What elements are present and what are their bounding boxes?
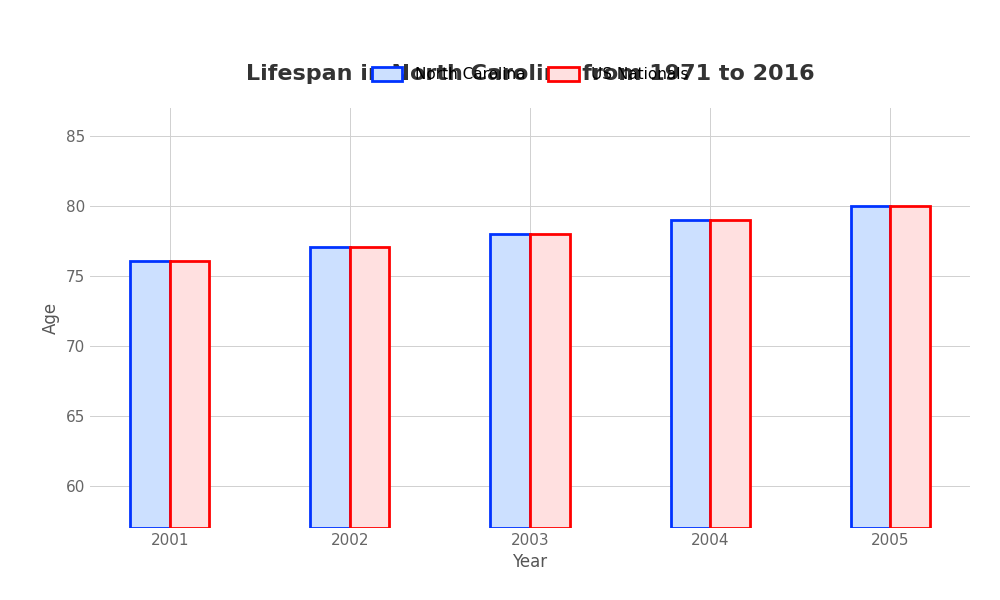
Y-axis label: Age: Age — [42, 302, 60, 334]
Bar — [710, 220, 750, 528]
Title: Lifespan in North Carolina from 1971 to 2016: Lifespan in North Carolina from 1971 to … — [246, 64, 814, 84]
Legend: North Carolina, US Nationals: North Carolina, US Nationals — [366, 61, 694, 88]
Bar — [890, 206, 930, 528]
X-axis label: Year: Year — [512, 553, 548, 571]
Bar — [851, 206, 890, 528]
Bar — [490, 234, 530, 528]
Bar — [170, 260, 209, 528]
Bar — [671, 220, 710, 528]
Bar — [350, 247, 389, 528]
Bar — [310, 247, 350, 528]
Bar — [130, 260, 170, 528]
Bar — [530, 234, 570, 528]
